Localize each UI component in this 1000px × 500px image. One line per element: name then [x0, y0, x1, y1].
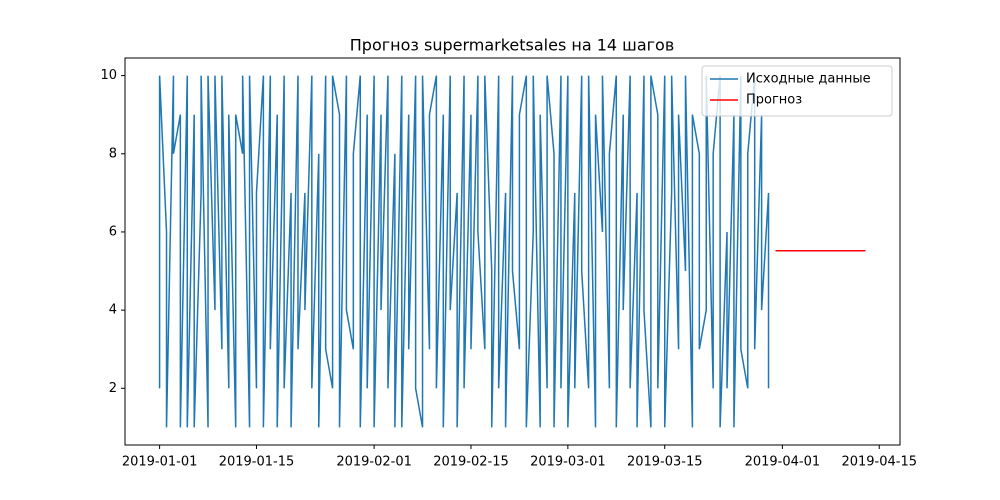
- x-tick-label: 2019-01-01: [122, 455, 198, 470]
- x-tick-label: 2019-02-01: [336, 455, 412, 470]
- x-tick-label: 2019-03-15: [627, 455, 703, 470]
- x-tick-label: 2019-03-01: [530, 455, 606, 470]
- x-tick-label: 2019-04-01: [745, 455, 821, 470]
- legend-box: [701, 65, 893, 117]
- y-tick-label: 2: [109, 381, 117, 396]
- legend-label: Прогноз: [746, 93, 802, 108]
- chart-title: Прогноз supermarketsales на 14 шагов: [350, 36, 675, 55]
- x-tick-label: 2019-02-15: [433, 455, 509, 470]
- x-tick-label: 2019-01-15: [219, 455, 295, 470]
- plot-frame: [124, 57, 901, 446]
- y-tick-label: 10: [100, 68, 117, 83]
- y-tick-label: 8: [109, 146, 117, 161]
- y-tick-label: 6: [109, 224, 117, 239]
- series-line: [158, 75, 770, 428]
- legend-label: Исходные данные: [746, 72, 871, 87]
- x-tick-label: 2019-04-15: [841, 455, 917, 470]
- y-tick-label: 4: [109, 303, 117, 318]
